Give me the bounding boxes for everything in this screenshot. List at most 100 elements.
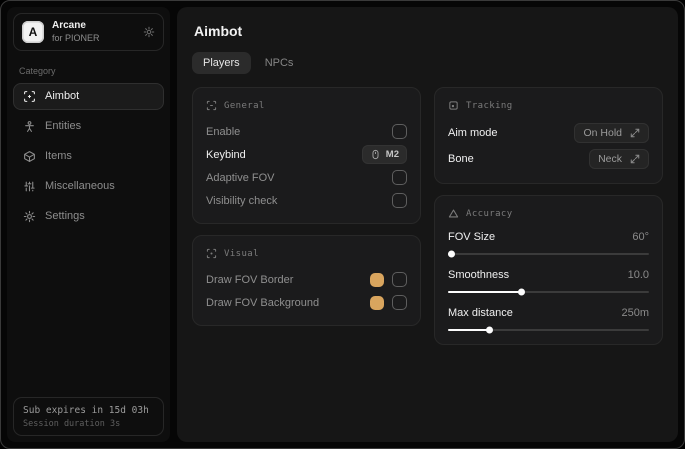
aim-mode-select[interactable]: On Hold <box>574 123 649 143</box>
bone-value: Neck <box>598 153 622 165</box>
slider-header: FOV Size 60° <box>448 228 649 246</box>
setting-row-aim-mode: Aim mode On Hold <box>448 120 649 146</box>
sidebar-item-label: Miscellaneous <box>45 180 115 193</box>
card-accuracy: Accuracy FOV Size 60° Smoothness <box>434 195 663 345</box>
setting-row-fov-background: Draw FOV Background <box>206 291 407 314</box>
slider-label: FOV Size <box>448 231 496 243</box>
slider-header: Max distance 250m <box>448 304 649 322</box>
bone-select[interactable]: Neck <box>589 149 649 169</box>
expand-icon <box>630 128 640 138</box>
focus-icon <box>206 248 217 259</box>
slider-label: Max distance <box>448 307 513 319</box>
setting-row-enable: Enable <box>206 120 407 143</box>
gear-icon[interactable] <box>143 26 155 38</box>
tab-npcs[interactable]: NPCs <box>264 57 294 69</box>
sliders-icon <box>23 180 36 193</box>
app-logo: A <box>22 20 44 43</box>
subscription-info: Sub expires in 15d 03h Session duration … <box>13 397 164 436</box>
tracker-icon <box>448 100 459 111</box>
setting-row-visibility-check: Visibility check <box>206 189 407 212</box>
slider-value: 10.0 <box>627 269 649 281</box>
sidebar-item-label: Items <box>45 150 72 163</box>
slider-smoothness: Smoothness 10.0 <box>448 266 649 293</box>
smoothness-slider[interactable] <box>448 291 649 293</box>
slider-label: Smoothness <box>448 269 510 281</box>
setting-row-fov-border: Draw FOV Border <box>206 268 407 291</box>
card-tracking: Tracking Aim mode On Hold Bone <box>434 87 663 184</box>
fov-size-slider[interactable] <box>448 253 649 255</box>
slider-header: Smoothness 10.0 <box>448 266 649 284</box>
adaptive-fov-checkbox[interactable] <box>392 170 407 185</box>
setting-label: Adaptive FOV <box>206 171 275 184</box>
left-column: General Enable Keybind M2 <box>192 87 421 326</box>
app-subtitle: for PIONER <box>52 32 100 43</box>
person-icon <box>23 120 36 133</box>
app-name: Arcane <box>52 20 86 31</box>
slider-value: 60° <box>632 231 649 243</box>
slider-fill <box>448 253 453 255</box>
gear-icon <box>23 210 36 223</box>
enable-checkbox[interactable] <box>392 124 407 139</box>
right-column: Tracking Aim mode On Hold Bone <box>434 87 663 345</box>
sidebar-nav: Aimbot Entities Items <box>13 82 164 230</box>
fov-border-checkbox[interactable] <box>392 272 407 287</box>
keybind-button[interactable]: M2 <box>361 145 407 164</box>
sidebar-item-aimbot[interactable]: Aimbot <box>13 82 164 110</box>
setting-label: Draw FOV Background <box>206 296 320 309</box>
expand-icon <box>630 154 640 164</box>
scan-icon <box>206 100 217 111</box>
sidebar-header: A Arcane for PIONER <box>13 13 164 51</box>
sidebar-item-entities[interactable]: Entities <box>13 113 164 140</box>
card-tracking-header: Tracking <box>448 100 649 111</box>
controls <box>370 295 407 310</box>
sub-expiry-text: Sub expires in 15d 03h <box>23 405 149 416</box>
sidebar: A Arcane for PIONER Category Aim <box>7 7 170 442</box>
card-general-header: General <box>206 100 407 111</box>
setting-row-adaptive-fov: Adaptive FOV <box>206 166 407 189</box>
keybind-value: M2 <box>385 149 399 160</box>
main-panel: Aimbot Players NPCs General <box>177 7 678 442</box>
sidebar-item-miscellaneous[interactable]: Miscellaneous <box>13 173 164 200</box>
controls <box>370 272 407 287</box>
fov-background-color-swatch[interactable] <box>370 295 384 310</box>
triangle-icon <box>448 208 459 219</box>
sidebar-item-settings[interactable]: Settings <box>13 203 164 230</box>
slider-fill <box>448 291 523 293</box>
cards-grid: General Enable Keybind M2 <box>192 87 663 345</box>
box-icon <box>23 150 36 163</box>
slider-value: 250m <box>621 307 649 319</box>
max-distance-slider[interactable] <box>448 329 649 331</box>
card-visual-header: Visual <box>206 248 407 259</box>
card-general: General Enable Keybind M2 <box>192 87 421 224</box>
fov-border-color-swatch[interactable] <box>370 272 384 287</box>
app-meta: Arcane for PIONER <box>52 20 100 44</box>
card-accuracy-header: Accuracy <box>448 208 649 219</box>
card-title: General <box>224 100 265 111</box>
category-label: Category <box>19 65 56 76</box>
slider-fill <box>448 329 491 331</box>
setting-label: Aim mode <box>448 127 498 139</box>
card-title: Accuracy <box>466 208 513 219</box>
card-title: Tracking <box>466 100 513 111</box>
setting-label: Keybind <box>206 148 246 161</box>
mouse-icon <box>372 149 379 160</box>
setting-label: Visibility check <box>206 194 278 207</box>
fov-background-checkbox[interactable] <box>392 295 407 310</box>
setting-label: Enable <box>206 125 241 138</box>
page-title: Aimbot <box>194 23 243 39</box>
sidebar-item-label: Aimbot <box>45 90 80 103</box>
aim-mode-value: On Hold <box>583 127 622 139</box>
setting-row-bone: Bone Neck <box>448 146 649 172</box>
card-title: Visual <box>224 248 259 259</box>
setting-label: Bone <box>448 153 474 165</box>
setting-label: Draw FOV Border <box>206 273 294 286</box>
card-visual: Visual Draw FOV Border Draw FOV Backgrou… <box>192 235 421 326</box>
tab-players[interactable]: Players <box>192 52 251 74</box>
setting-row-keybind: Keybind M2 <box>206 143 407 166</box>
tab-bar: Players NPCs <box>192 52 663 74</box>
session-duration-text: Session duration 3s <box>23 419 121 429</box>
sidebar-item-label: Settings <box>45 210 85 223</box>
visibility-check-checkbox[interactable] <box>392 193 407 208</box>
sidebar-item-items[interactable]: Items <box>13 143 164 170</box>
